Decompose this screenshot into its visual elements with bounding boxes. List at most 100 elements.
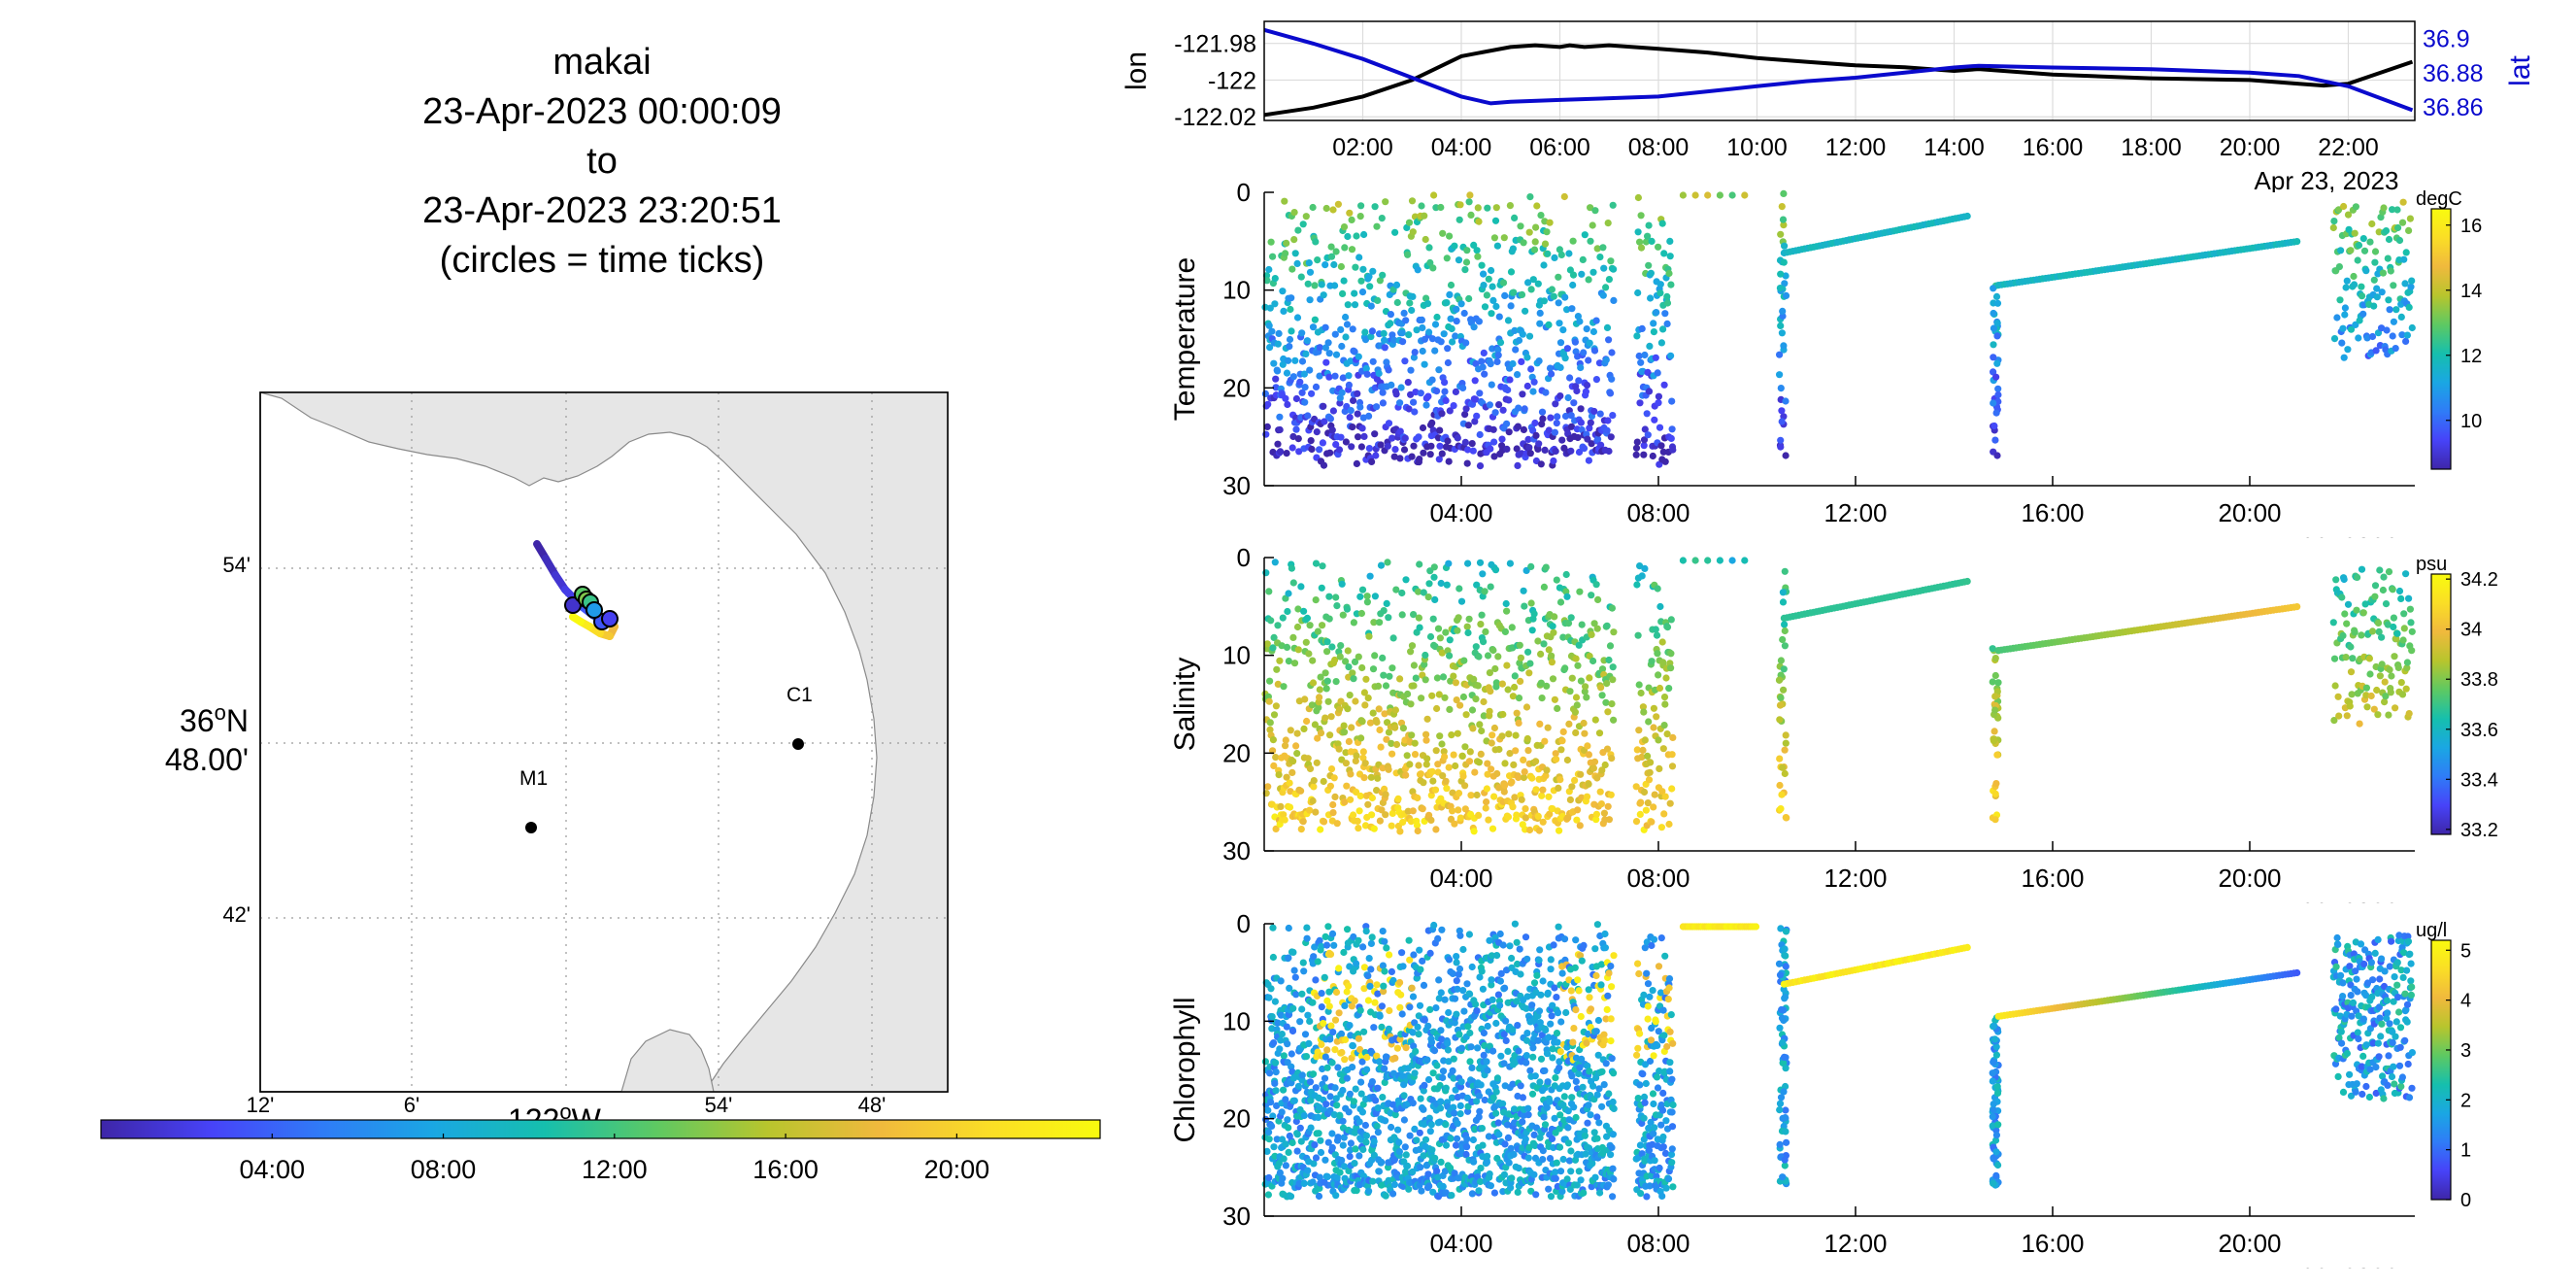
data-point: [1591, 945, 1599, 953]
lat-series-line: [1263, 27, 2414, 113]
data-point: [1511, 1105, 1519, 1113]
data-point: [1283, 773, 1290, 781]
data-point: [1269, 736, 1277, 744]
data-point: [1435, 366, 1443, 374]
data-point: [1414, 266, 1422, 274]
data-point: [1306, 296, 1314, 304]
data-point: [1406, 1003, 1414, 1011]
data-point: [1391, 1111, 1399, 1119]
data-point: [1580, 445, 1589, 453]
data-point: [1484, 204, 1491, 212]
data-point: [1609, 1098, 1617, 1106]
data-point: [1571, 964, 1579, 971]
data-point: [1370, 1137, 1378, 1145]
data-point: [1669, 446, 1677, 454]
data-point: [2342, 654, 2350, 661]
lat-degree-text: 36oN: [180, 700, 249, 738]
data-point: [1565, 720, 1573, 729]
data-point: [1265, 1135, 1273, 1143]
data-point: [1610, 628, 1618, 636]
data-point: [1583, 325, 1590, 333]
data-point: [1599, 1149, 1607, 1158]
data-point: [1658, 1106, 1667, 1114]
data-point: [1780, 665, 1788, 673]
data-point: [1991, 671, 1999, 680]
data-point: [1331, 793, 1339, 801]
data-point: [1418, 316, 1425, 323]
data-point: [1641, 736, 1649, 744]
data-point: [1292, 742, 1300, 750]
data-point: [1364, 800, 1372, 808]
data-point: [1412, 1047, 1420, 1055]
data-point: [2352, 203, 2359, 211]
data-point: [1422, 401, 1430, 409]
data-point: [1427, 1038, 1436, 1046]
data-point: [1395, 1138, 1403, 1146]
data-point: [1287, 1193, 1295, 1201]
data-point: [1303, 337, 1311, 345]
data-point: [2393, 206, 2401, 214]
data-point: [1434, 934, 1442, 943]
data-point: [1779, 598, 1788, 606]
data-point: [1639, 703, 1647, 711]
data-point: [1326, 782, 1334, 790]
data-point: [1548, 286, 1556, 293]
y-tick-label: 30: [1222, 471, 1251, 500]
data-point: [1585, 986, 1592, 994]
data-point: [1539, 415, 1547, 423]
data-point: [1328, 1143, 1336, 1152]
data-point: [1667, 281, 1675, 288]
data-point: [1556, 1111, 1564, 1119]
data-point: [1643, 969, 1651, 977]
data-point: [1321, 323, 1329, 331]
data-point: [1466, 1058, 1474, 1066]
data-point: [1453, 1135, 1461, 1142]
data-point: [1363, 1066, 1371, 1073]
station-marker: [525, 822, 537, 833]
data-point: [1371, 430, 1379, 438]
data-point: [1341, 1001, 1349, 1009]
data-point: [1592, 376, 1600, 384]
data-point: [1566, 1185, 1574, 1194]
data-point: [2382, 600, 2391, 608]
data-point: [1321, 261, 1329, 269]
data-point: [1268, 1122, 1276, 1130]
data-point: [1489, 1094, 1497, 1102]
data-point: [1500, 1031, 1508, 1038]
data-point: [1522, 1059, 1530, 1067]
data-point: [1502, 599, 1510, 608]
data-point: [1447, 315, 1455, 322]
data-point: [1280, 1155, 1288, 1163]
data-point: [1605, 969, 1613, 977]
data-point: [1361, 328, 1369, 336]
data-point: [2347, 325, 2356, 333]
data-point: [1777, 657, 1785, 664]
data-point: [1992, 409, 2000, 417]
data-point: [1415, 1031, 1422, 1038]
data-point: [1552, 400, 1559, 408]
data-point: [1319, 562, 1326, 570]
data-point: [1347, 1139, 1355, 1147]
data-point: [1407, 700, 1415, 708]
data-point: [1299, 818, 1307, 826]
data-point: [1594, 595, 1602, 604]
data-point: [1427, 442, 1435, 450]
data-point: [1603, 745, 1612, 753]
data-point: [2362, 692, 2370, 699]
data-point: [1642, 806, 1650, 814]
data-point: [1270, 762, 1278, 770]
data-point: [1609, 412, 1617, 420]
data-point: [1963, 212, 1971, 220]
data-point: [1596, 410, 1604, 418]
data-point: [1328, 643, 1336, 651]
data-point: [1776, 285, 1784, 292]
data-point: [1511, 672, 1519, 680]
data-point: [1483, 1159, 1490, 1167]
data-point: [2382, 227, 2391, 235]
data-point: [1457, 597, 1466, 605]
data-point: [1464, 559, 1472, 567]
data-point: [1781, 621, 1789, 628]
data-point: [1641, 425, 1649, 433]
